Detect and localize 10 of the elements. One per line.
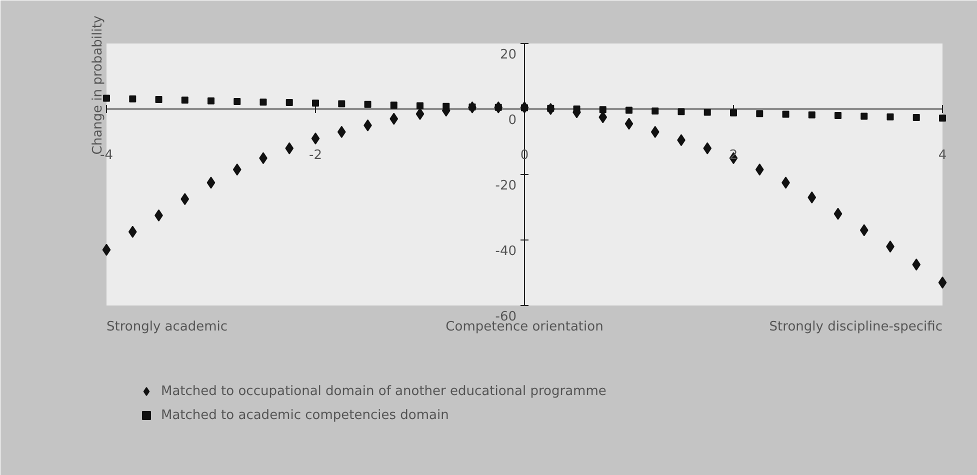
y-tick-label: 20 [500, 48, 517, 62]
y-tick-label: -40 [495, 244, 516, 259]
x-tick-label: 4 [938, 148, 947, 163]
text: Strongly discipline-specific [769, 320, 943, 334]
y-tick-label: -20 [495, 178, 516, 194]
x-tick-label: -2 [309, 148, 322, 163]
legend-label: Matched to academic competencies domain [161, 408, 449, 422]
legend-label: Matched to occupational domain of another educational programme [161, 384, 606, 398]
text: Strongly academic [106, 320, 228, 334]
y-tick-label: 0 [508, 113, 517, 128]
